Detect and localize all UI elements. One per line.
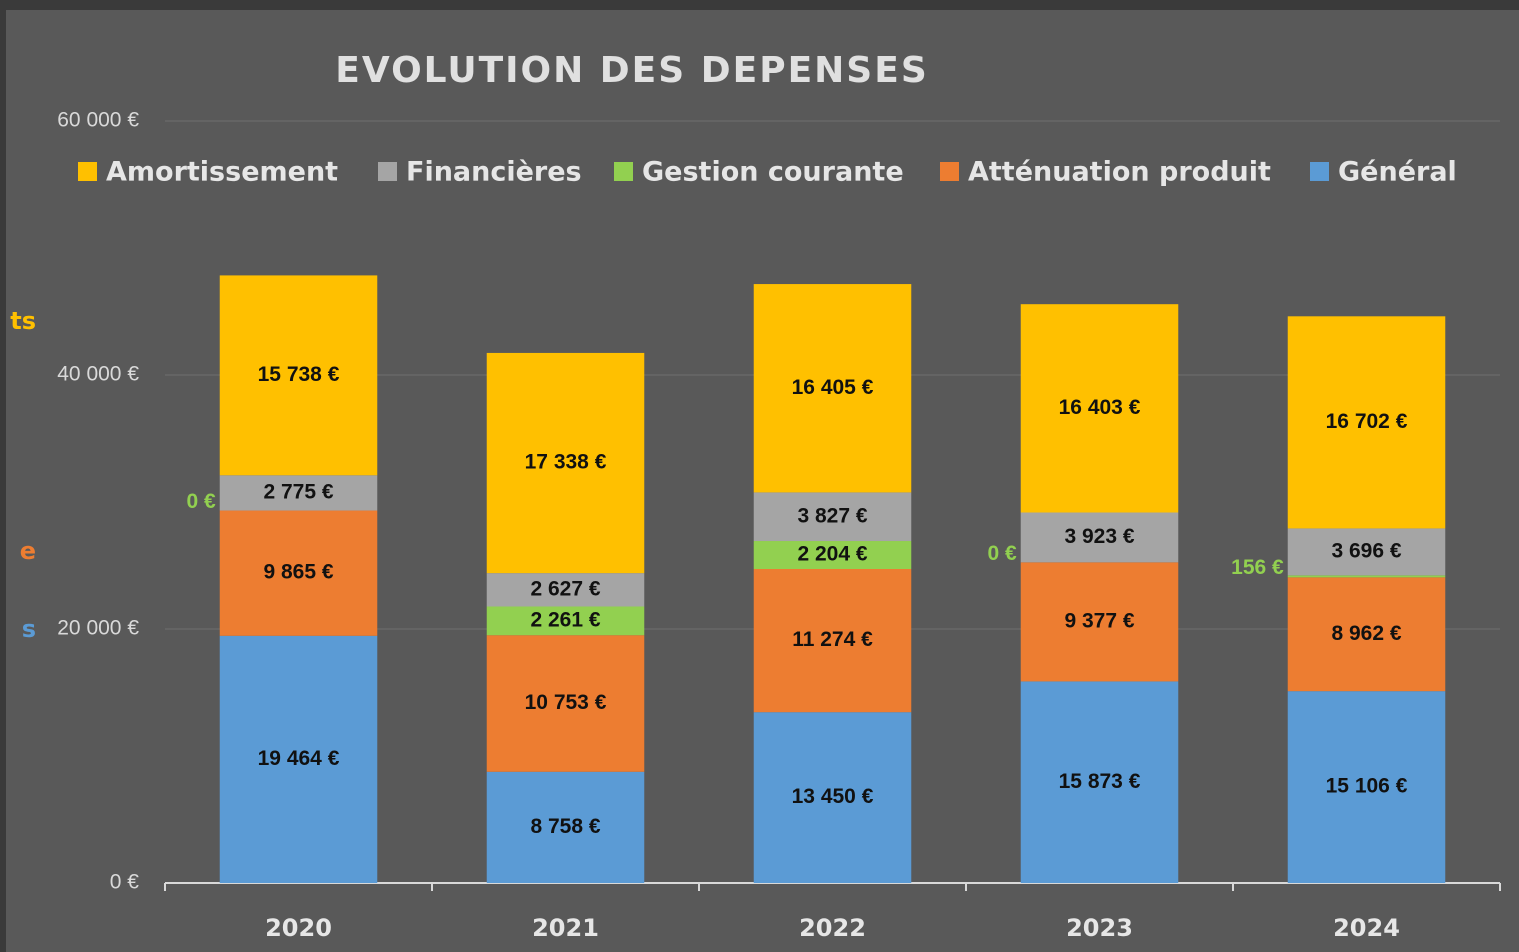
bar-segment bbox=[1020, 681, 1179, 883]
edge-fragment: ts bbox=[10, 307, 36, 335]
data-label: 0 € bbox=[187, 490, 217, 513]
data-label: 11 274 € bbox=[792, 628, 873, 651]
y-tick-label: 40 000 € bbox=[57, 363, 139, 386]
data-label: 2 261 € bbox=[530, 608, 600, 631]
data-label: 17 338 € bbox=[525, 451, 607, 474]
legend-swatch bbox=[614, 162, 633, 181]
y-tick-label: 0 € bbox=[110, 871, 140, 894]
bar-segment bbox=[486, 606, 645, 636]
bar-segment bbox=[486, 352, 645, 574]
bar-segment bbox=[1020, 562, 1179, 682]
data-label: 9 865 € bbox=[263, 561, 333, 584]
data-label: 8 962 € bbox=[1331, 622, 1401, 645]
data-label: 13 450 € bbox=[792, 785, 874, 808]
bar-segment bbox=[753, 492, 912, 542]
legend-swatch bbox=[1310, 162, 1329, 181]
bar-segment bbox=[219, 275, 378, 476]
x-tick-label: 2020 bbox=[265, 914, 332, 942]
data-label: 2 627 € bbox=[530, 577, 600, 600]
data-label: 3 923 € bbox=[1064, 525, 1134, 548]
bar-segment bbox=[219, 475, 378, 511]
bar-segment bbox=[486, 573, 645, 607]
bar-segment bbox=[1287, 316, 1446, 529]
data-label: 8 758 € bbox=[530, 815, 600, 838]
bar-segment bbox=[486, 635, 645, 772]
bar-segment bbox=[486, 771, 645, 883]
y-tick-label: 20 000 € bbox=[57, 617, 139, 640]
bar-segment bbox=[1020, 304, 1179, 513]
legend-label: Amortissement bbox=[106, 157, 338, 188]
data-label: 15 106 € bbox=[1326, 775, 1408, 798]
x-tick-label: 2021 bbox=[532, 914, 599, 942]
data-label: 3 827 € bbox=[797, 504, 867, 527]
data-label: 10 753 € bbox=[525, 691, 607, 714]
legend-label: Général bbox=[1338, 157, 1457, 188]
chart-title: EVOLUTION DES DEPENSES bbox=[335, 50, 929, 91]
x-tick-label: 2022 bbox=[799, 914, 866, 942]
data-label: 2 775 € bbox=[263, 480, 333, 503]
data-label: 15 873 € bbox=[1059, 770, 1141, 793]
legend-swatch bbox=[940, 162, 959, 181]
x-tick-label: 2023 bbox=[1066, 914, 1133, 942]
bar-segment bbox=[753, 712, 912, 883]
bar-segment bbox=[1287, 575, 1446, 578]
legend-label: Gestion courante bbox=[642, 157, 904, 188]
data-label: 0 € bbox=[988, 542, 1018, 565]
data-label: 2 204 € bbox=[797, 543, 867, 566]
data-label: 16 403 € bbox=[1059, 396, 1141, 419]
bar-segment bbox=[1287, 691, 1446, 883]
data-label: 19 464 € bbox=[258, 747, 340, 770]
bar-segment bbox=[219, 635, 378, 883]
bar-segment bbox=[1287, 528, 1446, 576]
data-label: 16 405 € bbox=[792, 376, 874, 399]
data-label: 15 738 € bbox=[258, 363, 340, 386]
bar-segment bbox=[753, 569, 912, 713]
legend-label: Financières bbox=[406, 157, 582, 188]
y-tick-label: 60 000 € bbox=[57, 109, 139, 132]
bar-segment bbox=[1020, 512, 1179, 563]
legend-label: Atténuation produit bbox=[968, 157, 1271, 188]
x-tick-label: 2024 bbox=[1333, 914, 1400, 942]
bar-segment bbox=[219, 510, 378, 636]
edge-fragment: s bbox=[22, 615, 36, 643]
data-label: 3 696 € bbox=[1331, 539, 1401, 562]
bar-segment bbox=[753, 284, 912, 493]
legend-swatch bbox=[78, 162, 97, 181]
data-label: 156 € bbox=[1231, 556, 1284, 579]
data-label: 9 377 € bbox=[1064, 609, 1134, 632]
edge-fragment: e bbox=[20, 537, 36, 565]
bar-segment bbox=[753, 541, 912, 570]
bar-segment bbox=[1287, 577, 1446, 692]
data-label: 16 702 € bbox=[1326, 410, 1408, 433]
legend-swatch bbox=[378, 162, 397, 181]
